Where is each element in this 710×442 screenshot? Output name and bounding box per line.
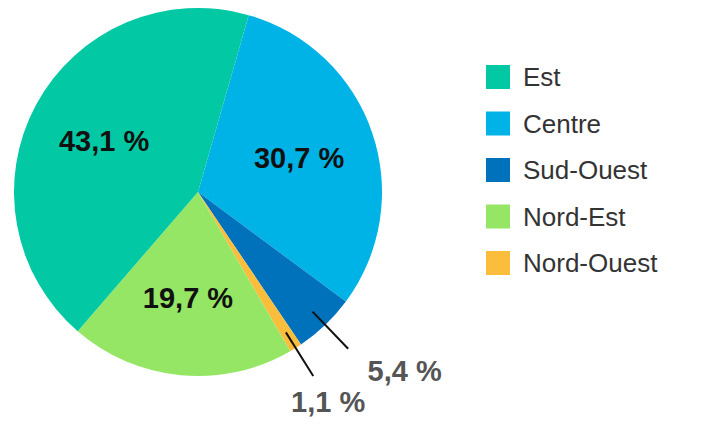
legend-swatch [486, 205, 510, 229]
legend-label: Centre [523, 109, 601, 139]
legend-swatch [486, 251, 510, 275]
data-label: 1,1 % [291, 386, 365, 418]
data-label: 43,1 % [59, 125, 149, 157]
data-label: 19,7 % [143, 282, 233, 314]
pie-chart: 30,7 % 5,4 %1,1 % 19,7 % 43,1 % Est Centre Sud… [0, 0, 710, 442]
legend: Est Centre Sud-Ouest Nord-Est Nord-Ouest [486, 62, 658, 278]
legend-swatch [486, 65, 510, 89]
pie-slice [14, 8, 249, 331]
legend-label: Nord-Ouest [523, 248, 658, 278]
leader-line [286, 332, 313, 376]
legend-label: Est [523, 62, 561, 92]
data-labels: 30,7 % 5,4 %1,1 % 19,7 % 43,1 % [59, 125, 442, 418]
slices [14, 8, 382, 376]
legend-swatch [486, 158, 510, 182]
chart-container: 30,7 % 5,4 %1,1 % 19,7 % 43,1 % Est Centre Sud… [0, 0, 710, 442]
legend-label: Nord-Est [523, 202, 626, 232]
legend-swatch [486, 112, 510, 136]
data-label: 5,4 % [368, 355, 442, 387]
data-label: 30,7 % [254, 142, 344, 174]
leader-line [313, 312, 349, 349]
legend-label: Sud-Ouest [523, 155, 648, 185]
